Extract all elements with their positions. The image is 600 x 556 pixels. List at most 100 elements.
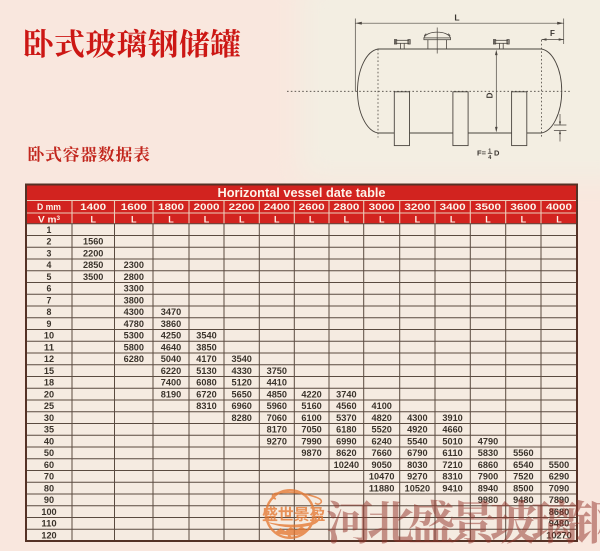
svg-text:4560: 4560 [336, 401, 357, 411]
svg-text:F: F [550, 29, 555, 38]
svg-text:3860: 3860 [161, 319, 182, 329]
svg-text:90: 90 [44, 495, 54, 505]
svg-text:3750: 3750 [267, 366, 288, 376]
svg-text:5650: 5650 [232, 389, 253, 399]
svg-text:L: L [274, 215, 280, 225]
svg-text:100: 100 [41, 507, 56, 517]
svg-text:2: 2 [47, 237, 52, 247]
svg-text:110: 110 [41, 519, 56, 529]
svg-text:3470: 3470 [161, 307, 182, 317]
svg-text:9050: 9050 [372, 460, 393, 470]
svg-text:5130: 5130 [196, 366, 217, 376]
svg-text:7: 7 [47, 296, 52, 306]
svg-text:4790: 4790 [478, 436, 499, 446]
svg-text:4660: 4660 [442, 425, 463, 435]
svg-text:9270: 9270 [267, 436, 288, 446]
svg-text:1800: 1800 [158, 202, 184, 213]
svg-text:2200: 2200 [83, 249, 104, 259]
svg-text:6790: 6790 [407, 448, 428, 458]
svg-text:7060: 7060 [267, 413, 288, 423]
svg-text:L: L [344, 215, 350, 225]
svg-text:8620: 8620 [336, 448, 357, 458]
svg-text:6110: 6110 [442, 448, 463, 458]
svg-text:9: 9 [47, 319, 52, 329]
svg-text:5960: 5960 [267, 401, 288, 411]
svg-text:35: 35 [44, 425, 54, 435]
svg-text:7400: 7400 [161, 378, 182, 388]
svg-text:8: 8 [47, 307, 52, 317]
svg-text:4820: 4820 [372, 413, 393, 423]
svg-text:8500: 8500 [513, 483, 534, 493]
svg-text:D: D [486, 92, 495, 98]
svg-text:4850: 4850 [267, 389, 288, 399]
svg-text:50: 50 [44, 448, 54, 458]
svg-text:18: 18 [44, 378, 54, 388]
svg-text:3400: 3400 [440, 202, 466, 213]
svg-text:12: 12 [44, 354, 54, 364]
svg-text:L: L [450, 215, 456, 225]
svg-text:6540: 6540 [513, 460, 534, 470]
svg-text:1600: 1600 [121, 202, 147, 213]
svg-text:60: 60 [44, 460, 54, 470]
svg-text:7090: 7090 [549, 483, 570, 493]
svg-text:1: 1 [47, 225, 52, 235]
svg-text:2850: 2850 [83, 260, 104, 270]
svg-text:2400: 2400 [264, 202, 290, 213]
svg-text:8170: 8170 [267, 425, 288, 435]
svg-text:V m3: V m3 [38, 215, 61, 226]
svg-text:7520: 7520 [513, 472, 534, 482]
svg-text:D: D [494, 148, 500, 157]
svg-text:L: L [415, 215, 421, 225]
svg-text:2800: 2800 [124, 272, 145, 282]
svg-text:4: 4 [47, 260, 52, 270]
svg-text:11: 11 [44, 343, 54, 353]
svg-text:3540: 3540 [232, 354, 253, 364]
svg-text:4330: 4330 [232, 366, 253, 376]
svg-text:4920: 4920 [407, 425, 428, 435]
svg-text:10270: 10270 [546, 530, 572, 540]
svg-text:2000: 2000 [194, 202, 220, 213]
svg-text:8280: 8280 [232, 413, 253, 423]
svg-text:5560: 5560 [513, 448, 534, 458]
svg-text:1560: 1560 [83, 237, 104, 247]
svg-text:5500: 5500 [549, 460, 570, 470]
svg-text:5010: 5010 [442, 436, 463, 446]
svg-text:8310: 8310 [196, 401, 217, 411]
svg-text:8940: 8940 [478, 483, 499, 493]
svg-text:5540: 5540 [407, 436, 428, 446]
svg-text:5: 5 [47, 272, 52, 282]
svg-text:5800: 5800 [124, 343, 145, 353]
svg-text:F=: F= [477, 148, 487, 157]
svg-text:6: 6 [47, 284, 52, 294]
svg-text:5370: 5370 [336, 413, 357, 423]
svg-text:4780: 4780 [124, 319, 145, 329]
svg-text:1: 1 [488, 149, 491, 155]
svg-text:5160: 5160 [301, 401, 322, 411]
svg-text:3: 3 [47, 249, 52, 259]
svg-text:25: 25 [44, 401, 54, 411]
svg-text:30: 30 [44, 413, 54, 423]
svg-text:4220: 4220 [301, 389, 322, 399]
svg-text:L: L [454, 13, 459, 23]
svg-text:4000: 4000 [546, 202, 572, 213]
svg-text:4100: 4100 [372, 401, 393, 411]
svg-text:3500: 3500 [83, 272, 104, 282]
svg-text:9870: 9870 [301, 448, 322, 458]
svg-text:D mm: D mm [37, 202, 61, 213]
svg-text:L: L [90, 215, 96, 225]
svg-text:6240: 6240 [372, 436, 393, 446]
svg-text:3740: 3740 [336, 389, 357, 399]
svg-text:8190: 8190 [161, 389, 182, 399]
svg-text:2800: 2800 [333, 202, 359, 213]
svg-text:3540: 3540 [196, 331, 217, 341]
svg-text:L: L [556, 215, 562, 225]
svg-text:15: 15 [44, 366, 54, 376]
svg-text:3850: 3850 [196, 343, 217, 353]
svg-text:5830: 5830 [478, 448, 499, 458]
svg-text:3600: 3600 [510, 202, 536, 213]
svg-text:7990: 7990 [301, 436, 322, 446]
svg-text:4300: 4300 [124, 307, 145, 317]
svg-text:L: L [131, 215, 137, 225]
svg-text:3200: 3200 [404, 202, 430, 213]
svg-text:2200: 2200 [229, 202, 255, 213]
